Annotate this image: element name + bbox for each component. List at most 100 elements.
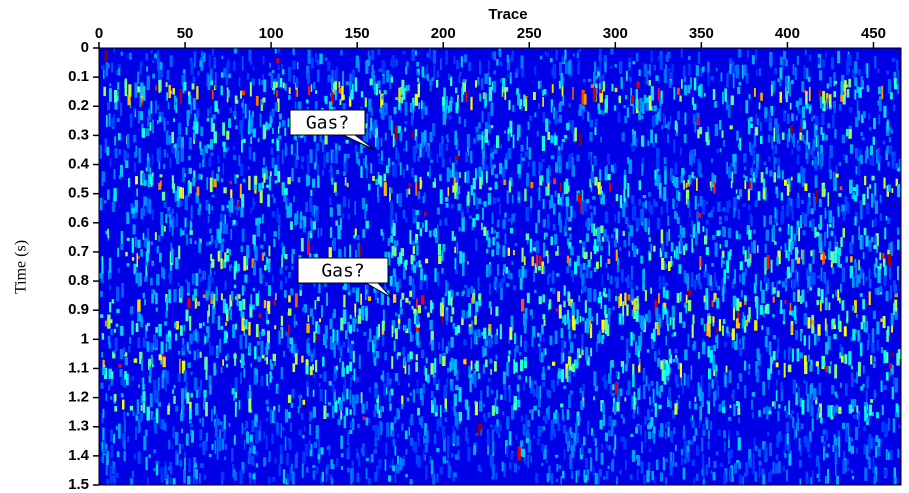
texture — [797, 197, 800, 208]
texture — [868, 333, 870, 346]
texture — [856, 314, 858, 318]
texture — [116, 287, 119, 302]
texture — [107, 189, 109, 199]
texture — [686, 183, 688, 188]
texture — [798, 227, 800, 241]
texture — [730, 163, 732, 173]
texture — [753, 240, 756, 253]
texture — [488, 328, 490, 336]
texture — [622, 132, 625, 141]
texture — [371, 454, 374, 462]
texture — [325, 325, 328, 339]
texture — [669, 80, 672, 88]
texture — [780, 435, 783, 441]
texture — [450, 170, 452, 178]
texture — [742, 338, 744, 349]
texture — [115, 338, 118, 351]
texture — [175, 334, 177, 341]
texture — [329, 381, 332, 386]
texture — [478, 329, 481, 333]
texture — [661, 229, 663, 243]
texture — [400, 131, 403, 141]
texture — [442, 268, 444, 274]
texture — [340, 218, 342, 230]
texture — [748, 230, 751, 240]
texture — [752, 55, 755, 64]
texture — [553, 178, 556, 184]
texture — [878, 147, 880, 160]
texture — [824, 232, 826, 247]
texture — [136, 189, 138, 197]
texture — [842, 267, 845, 282]
texture — [502, 411, 504, 415]
texture — [767, 432, 769, 436]
texture — [888, 79, 891, 94]
texture — [864, 176, 866, 185]
texture — [757, 161, 759, 170]
texture — [206, 242, 209, 246]
texture — [110, 474, 112, 485]
texture — [852, 476, 854, 479]
texture — [881, 86, 883, 99]
texture — [458, 186, 460, 194]
texture — [708, 402, 711, 414]
texture — [409, 183, 411, 187]
texture — [542, 381, 545, 387]
texture — [266, 343, 269, 350]
texture — [476, 214, 479, 220]
texture — [698, 86, 701, 96]
texture — [179, 359, 181, 374]
texture — [868, 460, 870, 463]
texture — [426, 431, 429, 443]
texture — [748, 371, 750, 375]
texture — [418, 156, 420, 162]
texture — [496, 59, 498, 66]
texture — [517, 125, 520, 138]
texture — [653, 199, 655, 205]
texture — [626, 350, 629, 364]
texture — [173, 478, 176, 485]
texture — [517, 94, 520, 106]
texture — [873, 456, 875, 468]
texture — [158, 235, 161, 241]
texture — [303, 216, 306, 227]
texture — [211, 346, 213, 355]
texture — [676, 384, 679, 388]
texture — [562, 193, 564, 197]
texture — [790, 303, 792, 312]
texture — [491, 390, 494, 395]
texture — [521, 68, 524, 78]
texture — [240, 470, 243, 484]
texture — [845, 155, 847, 163]
texture — [763, 216, 765, 227]
texture — [109, 302, 111, 312]
texture — [266, 257, 268, 269]
texture — [739, 339, 741, 345]
texture — [788, 347, 790, 360]
texture — [199, 163, 201, 168]
texture — [455, 88, 457, 94]
texture — [720, 244, 722, 249]
texture — [804, 183, 807, 191]
texture — [736, 318, 739, 328]
texture — [250, 442, 252, 449]
texture — [812, 321, 815, 325]
texture — [394, 417, 396, 424]
texture — [808, 77, 811, 82]
texture — [370, 79, 373, 86]
texture — [317, 176, 320, 188]
texture — [503, 372, 506, 385]
texture — [757, 348, 760, 358]
texture — [309, 149, 312, 163]
texture — [500, 324, 502, 339]
texture — [249, 398, 252, 412]
texture — [817, 232, 820, 236]
texture — [546, 168, 549, 183]
texture — [633, 203, 635, 212]
texture — [831, 231, 834, 236]
texture — [459, 251, 462, 263]
texture — [537, 131, 539, 137]
texture — [541, 463, 543, 466]
texture — [668, 423, 670, 427]
texture — [791, 259, 794, 273]
